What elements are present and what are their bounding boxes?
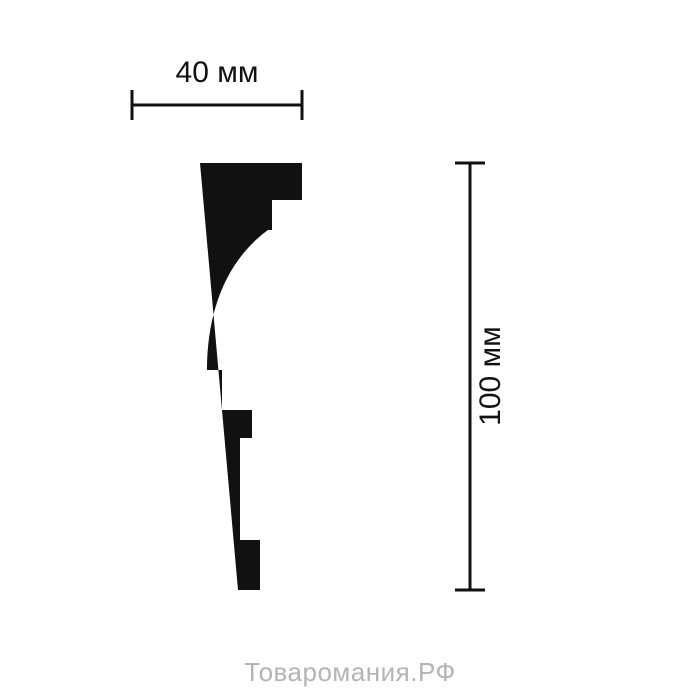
width-dimension: 40 мм <box>132 56 302 120</box>
dimension-diagram: 40 мм 100 мм <box>0 0 700 700</box>
profile-shape <box>200 163 302 590</box>
height-label: 100 мм <box>474 326 507 426</box>
width-label: 40 мм <box>176 56 259 89</box>
watermark-text: Товаромания.РФ <box>0 657 700 688</box>
height-dimension: 100 мм <box>455 163 507 590</box>
